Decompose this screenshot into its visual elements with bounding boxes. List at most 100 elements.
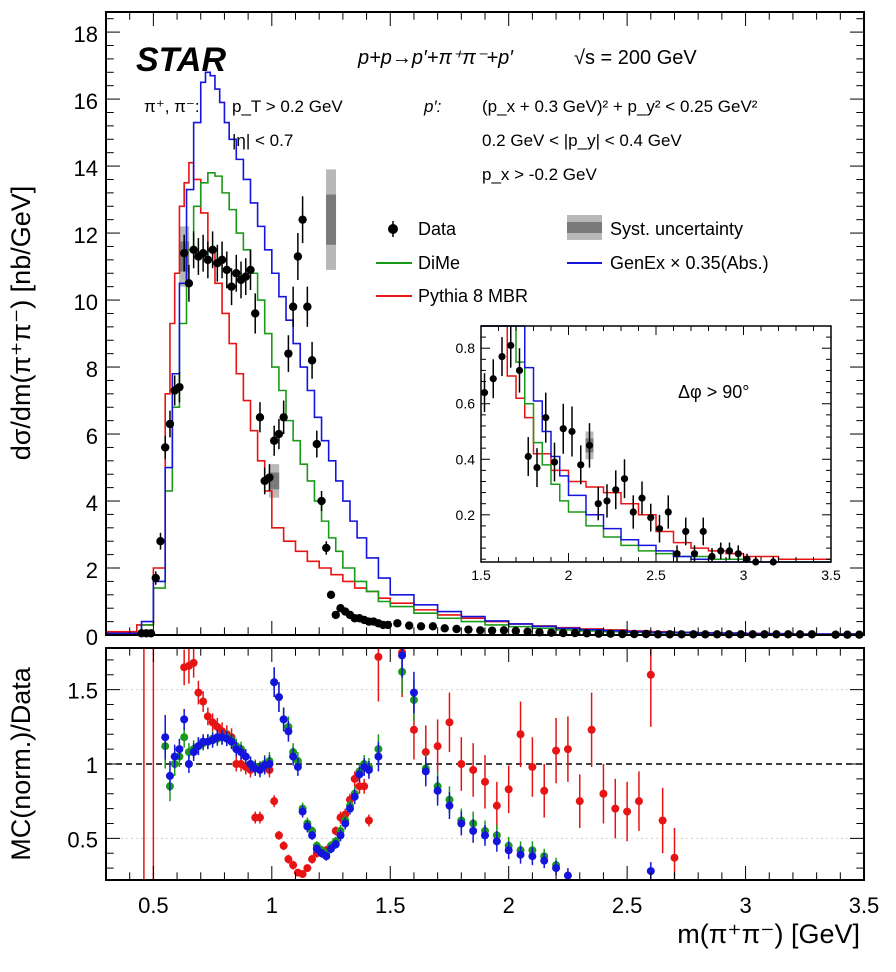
y-tick-label: 14 bbox=[74, 156, 98, 181]
x-tick-label: 3 bbox=[739, 893, 751, 918]
ratio-pythia-point bbox=[255, 813, 264, 822]
ratio-genex-point bbox=[165, 771, 174, 780]
y-tick-label: 18 bbox=[74, 22, 98, 47]
inset-data-point bbox=[603, 497, 611, 505]
data-point bbox=[499, 626, 509, 635]
ratio-pythia-point bbox=[646, 670, 655, 679]
ratio-pythia-point bbox=[504, 785, 513, 794]
data-point bbox=[198, 248, 208, 258]
ratio-genex-point bbox=[336, 831, 345, 840]
x-tick-label: 1 bbox=[266, 893, 278, 918]
ratio-genex-point bbox=[180, 715, 189, 724]
ratio-genex-point bbox=[289, 752, 298, 761]
x-tick-label: 3.5 bbox=[849, 893, 880, 918]
data-point bbox=[232, 269, 241, 278]
data-point bbox=[203, 255, 213, 265]
legend-dime-label: DiMe bbox=[418, 253, 460, 273]
inset-data-point bbox=[577, 461, 585, 469]
ratio-genex-point bbox=[184, 760, 193, 768]
ratio-pythia-point bbox=[409, 725, 418, 734]
x-tick-label: 3 bbox=[740, 567, 748, 583]
ratio-pythia-point bbox=[303, 864, 312, 873]
proton-cut-2: 0.2 GeV < |p_y| < 0.4 GeV bbox=[482, 131, 682, 150]
ratio-dime-point bbox=[180, 733, 189, 742]
ratio-genex-point bbox=[345, 804, 354, 813]
ratio-plot-content bbox=[106, 648, 864, 880]
ratio-pythia-point bbox=[360, 782, 369, 791]
ratio-pythia-point bbox=[516, 730, 525, 739]
legend-data-label: Data bbox=[418, 219, 457, 239]
x-tick-label: 0.5 bbox=[138, 893, 169, 918]
ratio-pythia-point bbox=[284, 855, 293, 864]
process-label: p+p→p′+π⁺π⁻+p′ bbox=[357, 47, 514, 69]
inset-data-point bbox=[524, 452, 532, 461]
data-point bbox=[582, 629, 592, 638]
ratio-pythia-point bbox=[279, 841, 288, 850]
y-tick-label: 1 bbox=[86, 753, 98, 778]
ratio-axes: 0.5 1 1.5 2 2.5 3 3.5 0.5 1 1.5 bbox=[67, 648, 879, 918]
ratio-genex-point bbox=[161, 733, 170, 742]
ratio-pythia-point bbox=[528, 762, 537, 771]
x-tick-label: 2 bbox=[565, 567, 573, 583]
inset-data-point bbox=[664, 508, 672, 516]
ratio-genex-point bbox=[189, 748, 198, 757]
data-point bbox=[630, 629, 639, 639]
ratio-pythia-point bbox=[445, 718, 454, 727]
ratio-pythia-point bbox=[203, 712, 212, 721]
x-axis-title: m(π⁺π⁻) [GeV] bbox=[677, 919, 860, 949]
ratio-genex-point bbox=[322, 852, 331, 861]
ratio-genex-point bbox=[469, 826, 478, 835]
inset-data-point bbox=[585, 441, 594, 449]
ratio-pythia-point bbox=[189, 658, 198, 667]
ratio-genex-point bbox=[175, 745, 184, 754]
data-point bbox=[307, 356, 317, 365]
data-point bbox=[269, 436, 279, 445]
data-point bbox=[284, 349, 293, 358]
legend-data-marker bbox=[388, 224, 398, 234]
inset-data-point bbox=[498, 352, 506, 361]
ratio-genex-point bbox=[331, 840, 340, 849]
ratio-genex-point bbox=[552, 864, 561, 873]
data-point bbox=[331, 610, 340, 620]
ratio-genex-point bbox=[265, 760, 274, 768]
ratio-genex-point bbox=[350, 792, 359, 801]
ratio-genex-point bbox=[563, 871, 572, 880]
y-tick-label: 8 bbox=[86, 357, 98, 382]
legend-syst-label: Syst. uncertainty bbox=[610, 219, 743, 239]
data-point bbox=[227, 282, 236, 291]
ratio-genex-point bbox=[492, 837, 501, 846]
ratio-y-axis-title: MC(norm.)/Data bbox=[6, 666, 36, 861]
inset-data-point bbox=[629, 508, 637, 516]
data-point bbox=[217, 255, 227, 265]
inset-data-point bbox=[673, 550, 681, 558]
main-y-axis-title: dσ/dm(π⁺π⁻) [nb/GeV] bbox=[6, 186, 36, 461]
x-tick-label: 2.5 bbox=[612, 893, 643, 918]
data-point bbox=[511, 626, 520, 636]
data-point bbox=[293, 252, 303, 261]
ratio-genex-point bbox=[398, 651, 407, 660]
ratio-genex-point bbox=[445, 801, 454, 810]
data-point bbox=[161, 443, 170, 452]
mc-histogram-genex bbox=[481, 325, 831, 563]
syst-band-core bbox=[326, 194, 337, 245]
ratio-pythia-point bbox=[374, 652, 383, 661]
y-tick-label: 10 bbox=[74, 290, 98, 315]
data-point bbox=[184, 279, 194, 288]
inset-data-point bbox=[515, 366, 524, 375]
y-tick-label: 2 bbox=[86, 558, 98, 583]
ratio-genex-point bbox=[298, 807, 307, 816]
legend-syst-inner bbox=[567, 222, 602, 233]
ratio-genex-point bbox=[646, 867, 655, 876]
x-tick-label: 1.5 bbox=[375, 893, 406, 918]
ratio-genex-point bbox=[374, 752, 383, 761]
ratio-pythia-point bbox=[587, 725, 596, 734]
ratio-genex-point bbox=[293, 762, 302, 771]
inset-data-point bbox=[507, 341, 515, 350]
syst-band-core bbox=[269, 472, 280, 490]
inset-data-point bbox=[638, 494, 646, 502]
ratio-pythia-point bbox=[469, 765, 478, 774]
ratio-genex-point bbox=[481, 831, 489, 840]
ratio-pythia-point bbox=[270, 797, 279, 806]
y-tick-label: 16 bbox=[74, 89, 98, 114]
pion-cut-pt: p_T > 0.2 GeV bbox=[232, 97, 343, 116]
